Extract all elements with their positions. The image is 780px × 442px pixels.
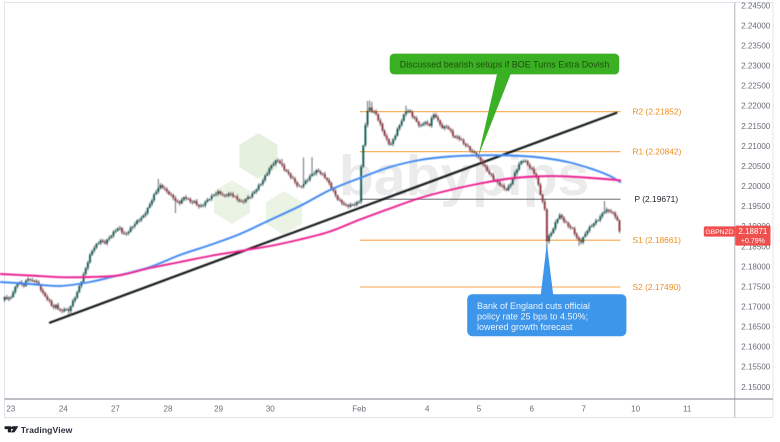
svg-text:7: 7	[581, 405, 586, 414]
svg-text:2.24000: 2.24000	[741, 21, 770, 30]
svg-text:Bank of England cuts official: Bank of England cuts official	[477, 301, 590, 311]
svg-text:2.20000: 2.20000	[741, 182, 770, 191]
svg-text:24: 24	[59, 405, 68, 414]
svg-text:29: 29	[214, 405, 223, 414]
svg-text:2.18871: 2.18871	[738, 227, 767, 236]
svg-text:5: 5	[477, 405, 482, 414]
svg-text:2.23500: 2.23500	[741, 42, 770, 51]
svg-text:2.18500: 2.18500	[741, 242, 770, 251]
svg-text:R1 (2.20842): R1 (2.20842)	[633, 147, 682, 157]
svg-text:30: 30	[266, 405, 275, 414]
svg-text:lowered growth forecast: lowered growth forecast	[477, 322, 573, 332]
svg-text:2.17000: 2.17000	[741, 303, 770, 312]
svg-text:2.20500: 2.20500	[741, 162, 770, 171]
svg-text:2.22000: 2.22000	[741, 102, 770, 111]
svg-text:6: 6	[529, 405, 534, 414]
svg-text:2.16000: 2.16000	[741, 343, 770, 352]
svg-text:2.18000: 2.18000	[741, 262, 770, 271]
svg-text:+0.79%: +0.79%	[741, 238, 765, 245]
svg-text:R2 (2.21852): R2 (2.21852)	[633, 107, 682, 117]
svg-text:TradingView: TradingView	[21, 425, 73, 435]
svg-text:11: 11	[683, 405, 692, 414]
svg-text:2.21000: 2.21000	[741, 142, 770, 151]
svg-text:2.23000: 2.23000	[741, 62, 770, 71]
svg-text:4: 4	[425, 405, 430, 414]
svg-text:2.19500: 2.19500	[741, 202, 770, 211]
svg-text:2.21500: 2.21500	[741, 122, 770, 131]
svg-text:28: 28	[164, 405, 173, 414]
svg-text:23: 23	[6, 405, 15, 414]
svg-text:2.16500: 2.16500	[741, 323, 770, 332]
svg-text:2.24500: 2.24500	[741, 1, 770, 10]
svg-text:10: 10	[631, 405, 640, 414]
svg-text:Discussed bearish setups if BO: Discussed bearish setups if BOE Turns Ex…	[400, 59, 610, 69]
svg-text:P (2.19671): P (2.19671)	[635, 194, 679, 204]
svg-text:policy rate 25 bps to 4.50%;: policy rate 25 bps to 4.50%;	[477, 311, 588, 321]
svg-text:2.22500: 2.22500	[741, 82, 770, 91]
svg-text:GBPNZD: GBPNZD	[705, 229, 733, 236]
svg-text:2.15500: 2.15500	[741, 363, 770, 372]
svg-text:S1 (2.18661): S1 (2.18661)	[633, 235, 682, 245]
svg-text:Feb: Feb	[352, 405, 366, 414]
svg-text:27: 27	[111, 405, 120, 414]
svg-text:2.17500: 2.17500	[741, 282, 770, 291]
svg-text:2.15000: 2.15000	[741, 383, 770, 392]
svg-text:S2 (2.17490): S2 (2.17490)	[633, 282, 682, 292]
